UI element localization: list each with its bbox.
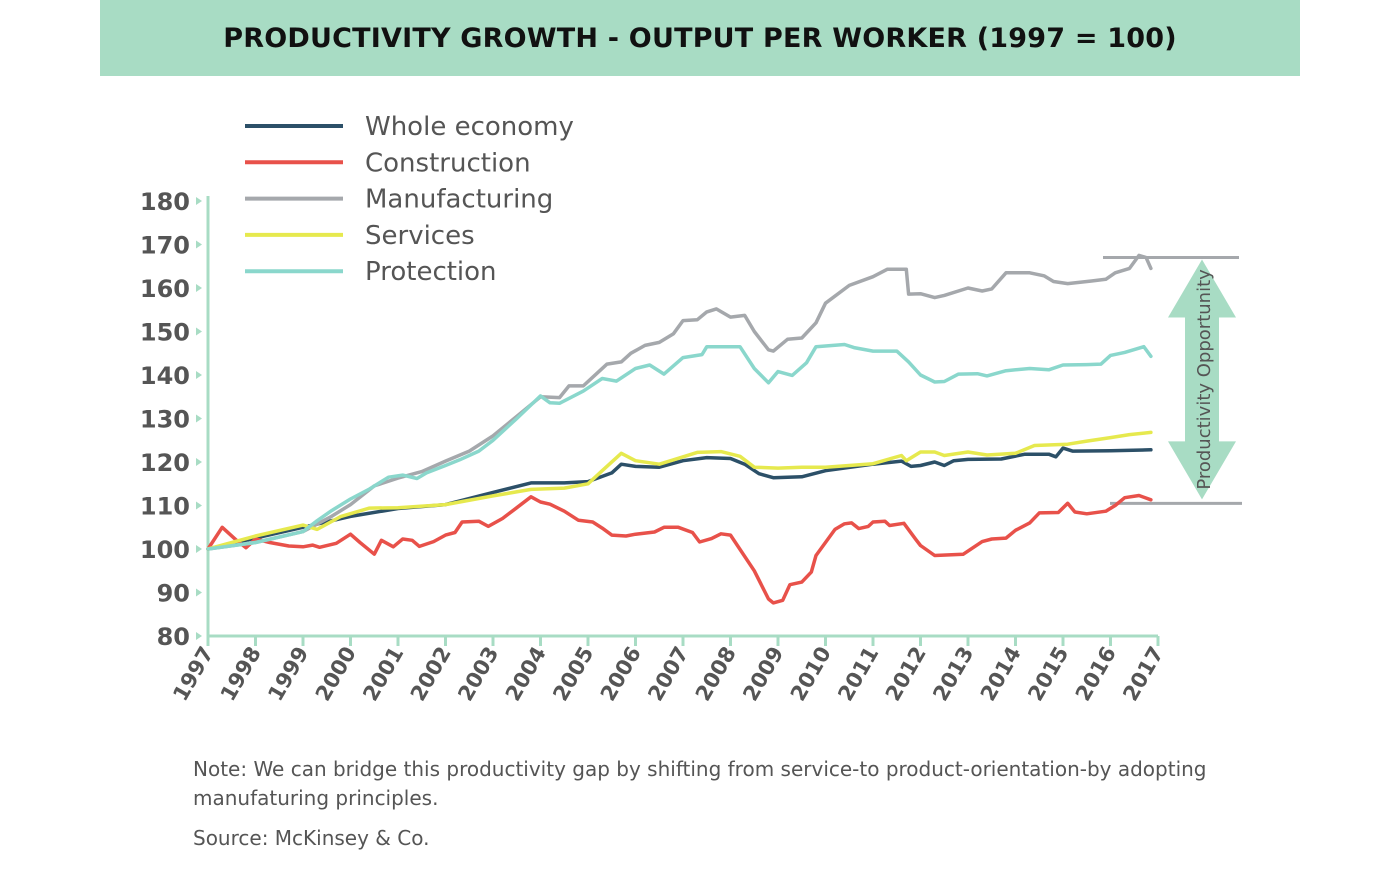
x-tick-label: 2012 (881, 643, 931, 706)
y-tick-label: 150 (140, 319, 190, 347)
x-tick-label: 2010 (786, 643, 836, 706)
x-tick-label: 2003 (453, 643, 503, 706)
y-tick-label: 80 (157, 623, 190, 651)
series-line-protection (206, 342, 1153, 551)
legend-label: Manufacturing (365, 185, 553, 215)
y-tick-mark (196, 197, 202, 205)
y-tick-label: 140 (140, 362, 190, 390)
y-tick-mark (196, 240, 202, 249)
y-tick-mark (196, 414, 202, 423)
chart-title: PRODUCTIVITY GROWTH - OUTPUT PER WORKER … (223, 22, 1177, 54)
y-tick-label: 160 (140, 275, 190, 303)
legend-label: Services (365, 221, 475, 251)
x-tick-label: 2015 (1023, 643, 1073, 706)
x-tick-label: 2009 (738, 643, 788, 706)
y-tick-label: 180 (140, 188, 190, 216)
opportunity-double-arrow (1168, 259, 1236, 500)
y-tick-label: 120 (140, 449, 190, 477)
y-tick-label: 100 (140, 536, 190, 564)
x-tick-label: 2016 (1071, 643, 1121, 706)
x-tick-label: 2004 (501, 643, 551, 706)
y-tick-label: 170 (140, 232, 190, 260)
y-tick-label: 90 (157, 580, 190, 608)
x-tick-label: 2007 (643, 643, 693, 706)
y-tick-mark (196, 588, 202, 597)
x-tick-label: 2005 (548, 643, 598, 706)
y-tick-mark (196, 327, 202, 336)
y-tick-mark (196, 284, 202, 292)
series-line-construction (206, 493, 1153, 605)
y-tick-mark (196, 501, 202, 510)
x-tick-label: 2001 (358, 643, 408, 706)
y-tick-label: 130 (140, 406, 190, 434)
x-tick-label: 2011 (833, 643, 883, 706)
legend-label: Whole economy (365, 112, 574, 142)
series-line-whole-economy (206, 446, 1153, 551)
x-tick-label: 2006 (596, 643, 646, 706)
x-tick-label: 1998 (216, 643, 266, 706)
x-tick-label: 2017 (1118, 643, 1168, 706)
x-tick-label: 1999 (263, 643, 313, 706)
x-tick-label: 2002 (406, 643, 456, 706)
x-tick-label: 1997 (168, 643, 218, 706)
y-tick-mark (196, 458, 202, 466)
chart-source: Source: McKinsey & Co. (193, 826, 430, 850)
x-tick-label: 2013 (928, 643, 978, 706)
legend-label: Construction (365, 148, 531, 178)
title-band: PRODUCTIVITY GROWTH - OUTPUT PER WORKER … (100, 0, 1300, 76)
y-tick-label: 110 (140, 493, 190, 521)
x-tick-label: 2008 (691, 643, 741, 706)
x-tick-label: 2000 (311, 643, 361, 706)
x-tick-label: 2014 (976, 643, 1026, 706)
legend-label: Protection (365, 257, 497, 287)
opportunity-label: Productivity Opportunity (1194, 269, 1215, 490)
y-tick-mark (196, 545, 202, 553)
y-tick-mark (196, 371, 202, 379)
series-line-manufacturing (206, 253, 1153, 551)
chart-note: Note: We can bridge this productivity ga… (193, 757, 1207, 810)
series-line-services (206, 430, 1153, 551)
y-tick-mark (196, 632, 202, 640)
